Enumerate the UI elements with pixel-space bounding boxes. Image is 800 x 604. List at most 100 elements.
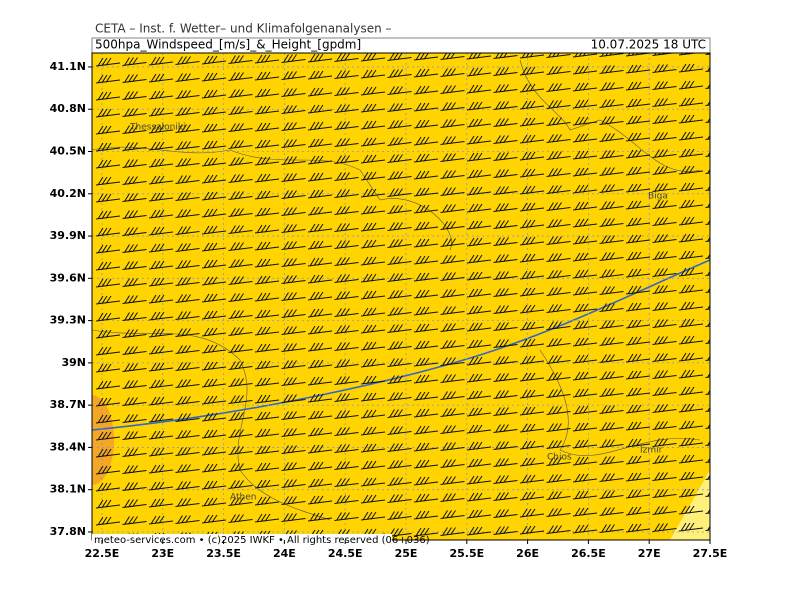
wind-barb	[360, 171, 386, 181]
coastline	[519, 59, 701, 172]
y-tick-label: 40.2N	[50, 187, 86, 200]
wind-barb	[625, 251, 651, 261]
wind-barb	[466, 101, 492, 111]
wind-barb	[413, 425, 439, 435]
wind-barb	[413, 442, 439, 452]
wind-barb	[546, 372, 571, 381]
wind-barb	[519, 508, 545, 518]
wind-barb	[360, 307, 386, 317]
wind-barb	[387, 290, 412, 299]
wind-barb	[254, 88, 280, 98]
wind-barb	[572, 354, 598, 364]
wind-barb	[413, 527, 439, 537]
wind-barb	[440, 170, 465, 179]
wind-barb	[413, 493, 439, 503]
wind-barb	[625, 387, 651, 397]
wind-barb	[148, 345, 174, 355]
wind-barb	[334, 376, 359, 385]
wind-barb	[599, 286, 624, 295]
wind-barb	[228, 293, 253, 302]
wind-barb	[254, 326, 280, 336]
wind-barb	[148, 413, 174, 423]
wind-barb	[493, 458, 518, 467]
wind-barb	[519, 236, 545, 246]
wind-barb	[652, 438, 677, 447]
wind-barb	[122, 312, 147, 321]
wind-barb	[547, 543, 571, 551]
wind-barb	[281, 54, 306, 63]
wind-barb	[334, 410, 359, 419]
wind-barb	[360, 205, 386, 215]
wind-barb	[546, 66, 571, 75]
wind-barb	[334, 427, 359, 436]
wind-barb	[228, 55, 253, 64]
wind-barb	[599, 473, 624, 482]
wind-barb	[440, 510, 465, 519]
wind-barb	[413, 340, 439, 350]
wind-barb	[493, 101, 518, 110]
wind-barb	[228, 123, 253, 132]
wind-barb	[625, 132, 651, 142]
wind-barb	[228, 174, 253, 183]
wind-barb	[360, 273, 386, 283]
wind-barb	[281, 292, 306, 301]
wind-barb	[572, 150, 598, 160]
wind-barb	[466, 509, 492, 519]
wind-barb	[360, 477, 386, 487]
wind-barb	[678, 454, 704, 464]
wind-barb	[122, 159, 147, 168]
wind-barb	[519, 406, 545, 416]
wind-barb	[122, 176, 147, 185]
wind-barb	[122, 57, 147, 66]
wind-barb	[122, 465, 147, 474]
wind-barb	[122, 363, 147, 372]
wind-barb	[546, 100, 571, 109]
wind-barb	[95, 261, 121, 271]
wind-barb	[493, 203, 518, 212]
wind-barb	[413, 102, 439, 112]
wind-barb	[466, 152, 492, 162]
wind-barb	[122, 244, 147, 253]
wind-barb	[254, 156, 280, 166]
wind-barb	[678, 182, 704, 192]
wind-barb	[201, 293, 227, 303]
wind-barb	[307, 393, 333, 403]
wind-barb	[95, 210, 121, 220]
wind-barb	[122, 193, 147, 202]
wind-barb	[625, 166, 651, 176]
wind-barb	[493, 53, 518, 59]
wind-barb	[228, 327, 253, 336]
wind-barb	[175, 413, 200, 422]
wind-barb	[599, 405, 624, 414]
wind-barb	[678, 522, 704, 532]
wind-barb	[599, 456, 624, 465]
wind-barb	[281, 496, 306, 505]
wind-barb	[281, 88, 306, 97]
wind-barb	[387, 392, 412, 401]
wind-barb	[201, 412, 227, 422]
wind-barb	[334, 512, 359, 521]
wind-barb	[599, 99, 624, 108]
wind-barb	[519, 100, 545, 110]
wind-barb	[572, 507, 598, 517]
wind-barb	[360, 443, 386, 453]
wind-barb	[387, 120, 412, 129]
wind-barb	[387, 358, 412, 367]
wind-barb	[678, 471, 704, 481]
wind-barb	[572, 405, 598, 415]
wind-barb	[546, 270, 571, 279]
wind-barb	[334, 274, 359, 283]
wind-barb	[466, 271, 492, 281]
wind-barb	[307, 70, 333, 80]
wind-barb	[148, 90, 174, 100]
wind-barb	[122, 329, 147, 338]
wind-barb	[175, 124, 200, 133]
wind-barb	[572, 320, 598, 330]
wind-barb	[572, 65, 598, 75]
wind-barb	[201, 480, 227, 490]
wind-barb	[599, 388, 624, 397]
wind-barb	[493, 271, 518, 280]
wind-barb	[307, 189, 333, 199]
wind-barb	[572, 235, 598, 245]
wind-barb	[281, 71, 306, 80]
